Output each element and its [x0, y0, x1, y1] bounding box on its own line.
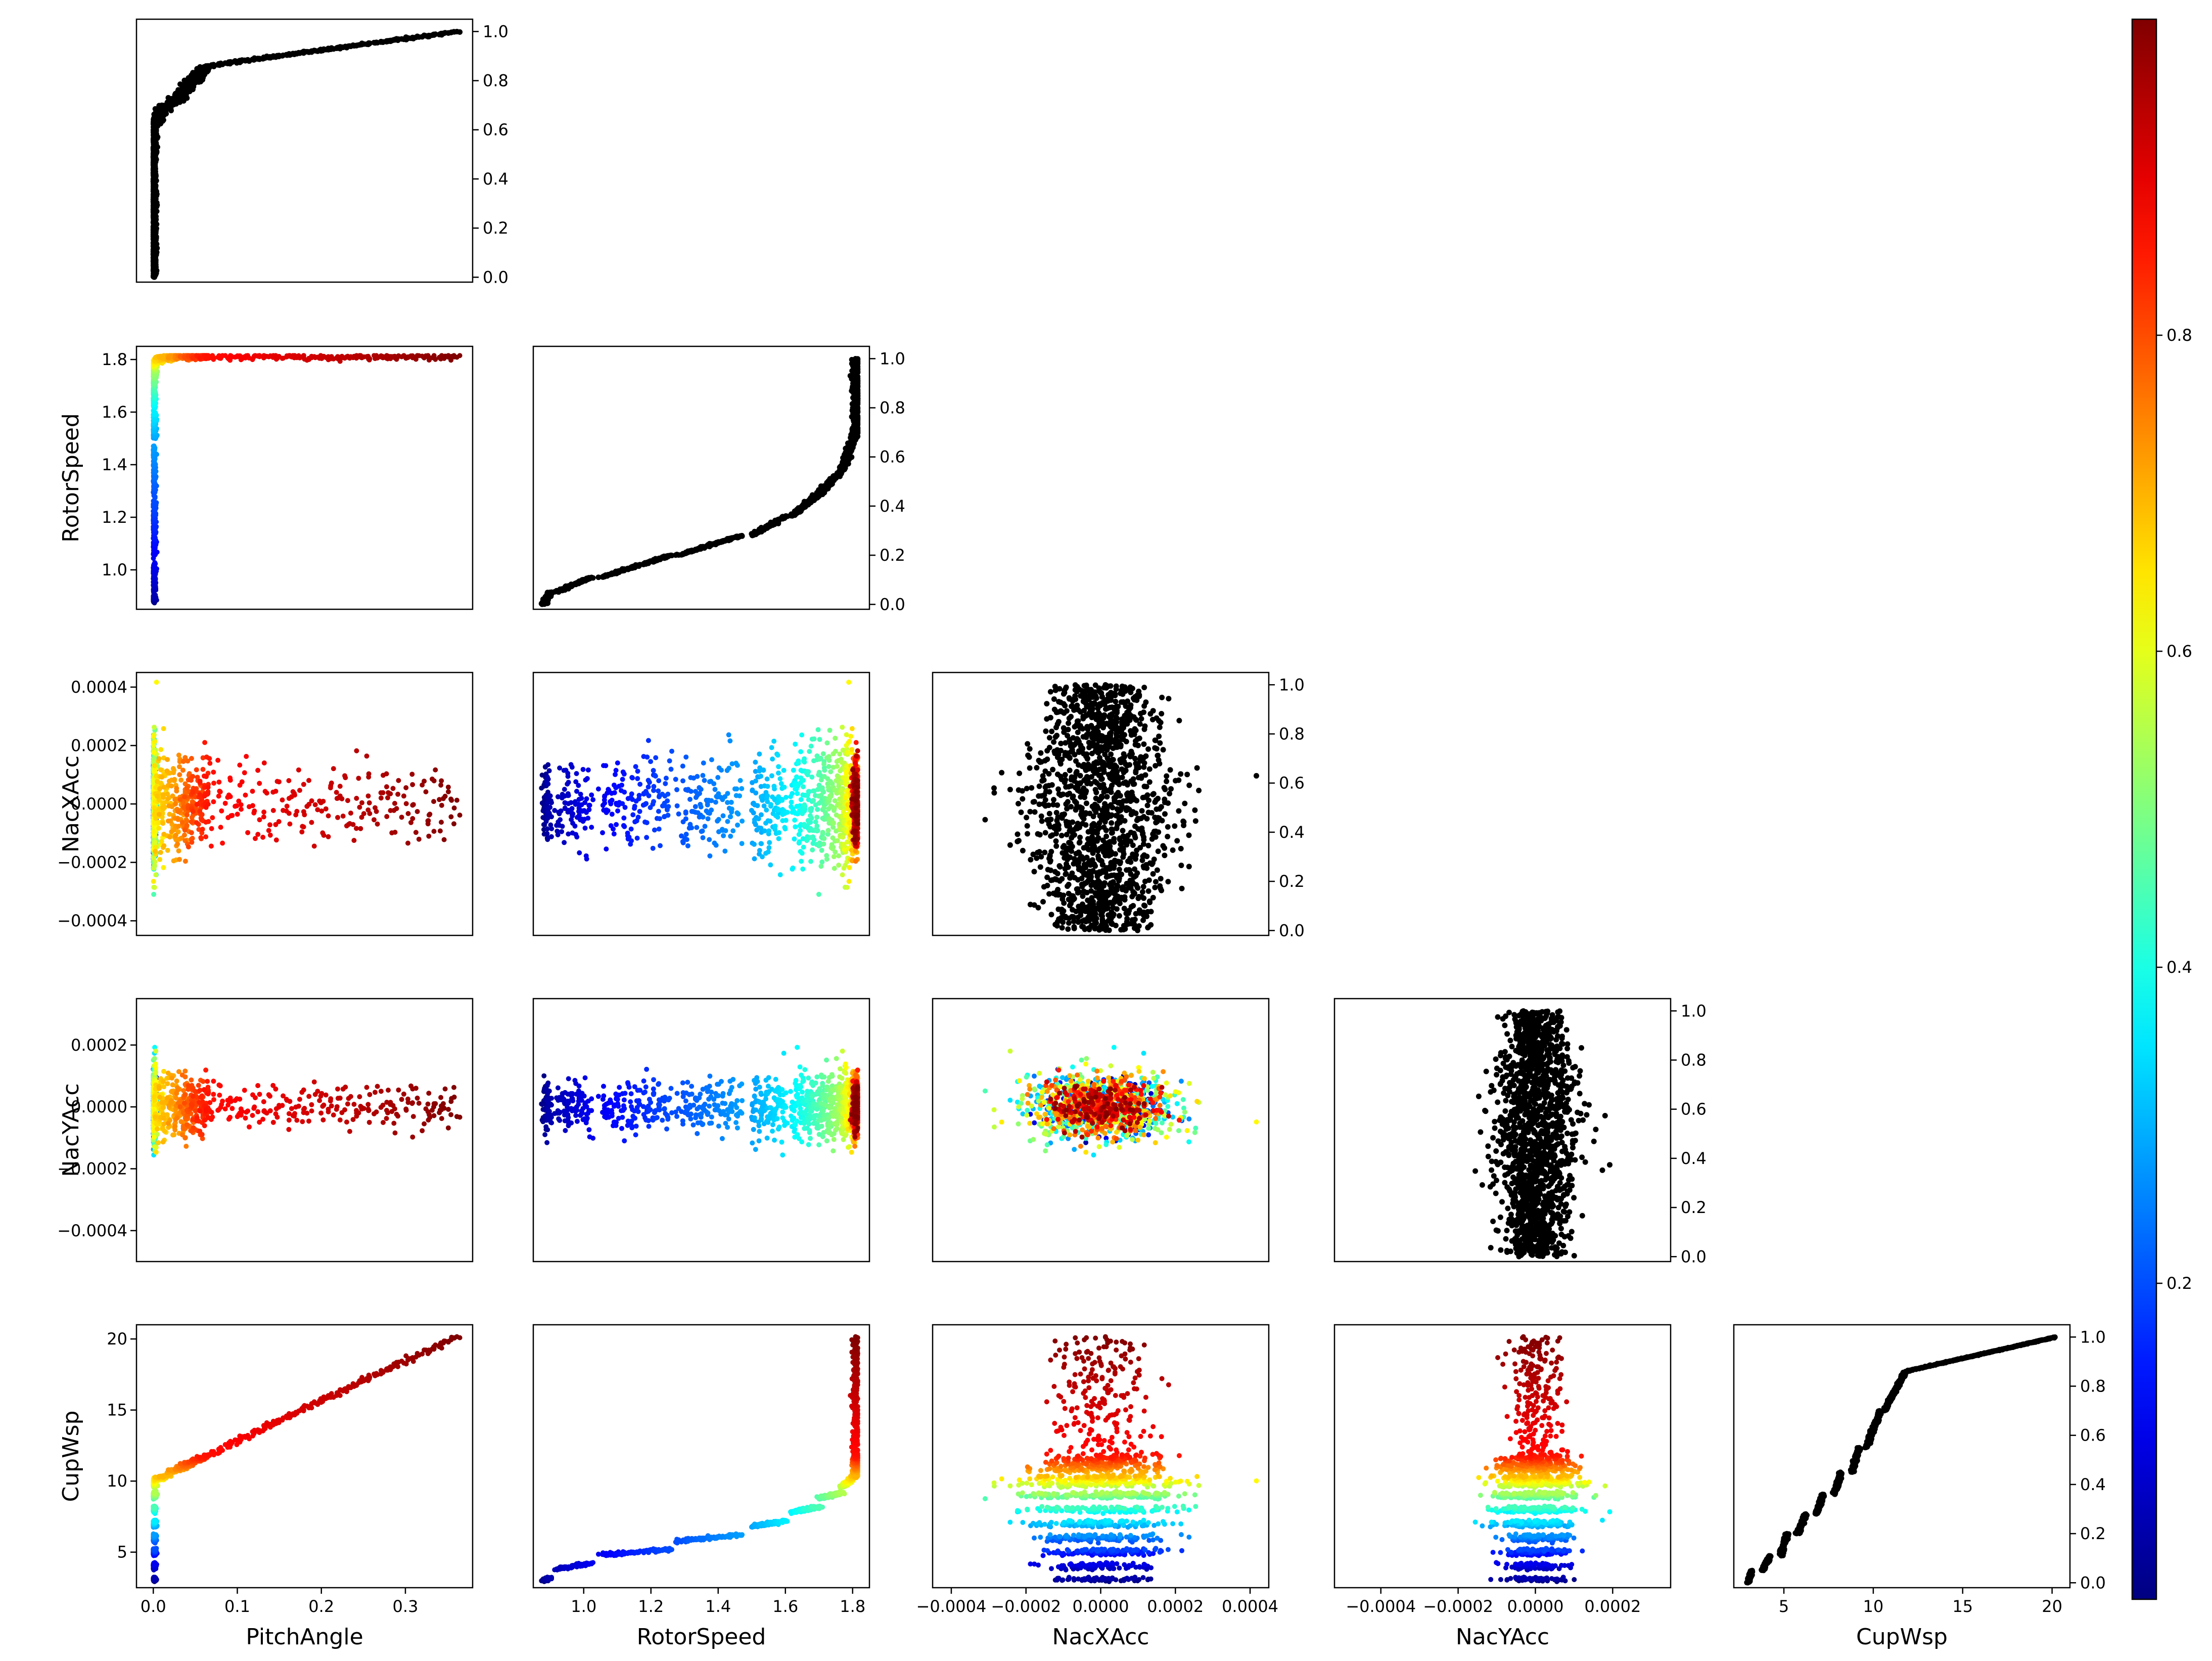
scatter-point — [442, 30, 448, 36]
scatter-point — [239, 57, 245, 63]
y-tick-label: 1.8 — [102, 350, 127, 369]
scatter-point — [211, 356, 216, 362]
right-tick-label: 0.8 — [880, 398, 905, 417]
scatter-point — [588, 574, 594, 580]
scatter-point — [227, 59, 234, 65]
scatter-point — [359, 355, 364, 361]
panel-pitchangle-cdf: 0.0 0.2 0.4 0.6 0.8 1.0 — [135, 18, 509, 287]
y-tick-label: 1.6 — [102, 402, 127, 422]
y-axis-title: RotorSpeed — [58, 413, 84, 543]
y-tick-label: 1.2 — [102, 508, 127, 527]
scatter-point — [252, 353, 257, 358]
scatter-point — [151, 443, 156, 449]
scatter-point — [350, 355, 356, 361]
scatter-point — [399, 354, 404, 360]
scatter-point — [374, 353, 379, 358]
right-tick-label: 0.0 — [880, 595, 905, 614]
scatter-point — [159, 102, 165, 108]
scatter-point — [218, 355, 223, 361]
scatter-point — [619, 566, 625, 572]
right-tick-label: 0.6 — [483, 120, 509, 140]
scatter-point — [329, 45, 335, 51]
scatter-point — [707, 541, 713, 547]
scatter-point — [210, 62, 216, 68]
scatter-point — [394, 36, 399, 42]
scatter-point — [853, 356, 858, 362]
scatter-point — [337, 44, 343, 50]
scatter-point — [359, 40, 365, 47]
scatter-point — [159, 354, 165, 360]
scatter-point — [311, 48, 317, 54]
scatter-point — [739, 532, 745, 538]
right-tick-label: 0.2 — [880, 546, 905, 565]
scatter-point — [403, 34, 409, 40]
right-tick-label: 0.4 — [483, 169, 509, 189]
right-tick-label: 0.4 — [880, 497, 905, 516]
axes-frame — [135, 345, 474, 610]
right-tick-label: 1.0 — [880, 349, 905, 368]
scatter-point — [329, 354, 334, 360]
scatter-point — [177, 354, 183, 360]
scatter-point — [422, 355, 427, 361]
y-tick-label: 1.4 — [102, 455, 127, 474]
scatter-point — [152, 537, 158, 543]
scatter-point — [152, 561, 157, 566]
scatter-point — [264, 353, 269, 359]
scatter-point — [245, 57, 251, 63]
scatter-point — [301, 353, 306, 358]
scatter-point — [264, 53, 270, 59]
scatter-point — [454, 29, 460, 34]
scatter-point — [403, 355, 409, 361]
right-tick-label: 0.8 — [483, 71, 509, 90]
scatter-point — [337, 356, 343, 362]
scatter-point — [321, 353, 327, 359]
scatter-point — [239, 356, 245, 362]
scatter-point — [433, 356, 438, 362]
scatter-point — [245, 353, 251, 358]
scatter-point — [152, 495, 158, 500]
scatter-point — [366, 355, 372, 361]
scatter-point — [166, 355, 171, 361]
panel-pitchangle-rotorspeed: 1.0 1.2 1.4 1.6 1.8 RotorSpeed — [58, 345, 474, 610]
scatter-point — [350, 42, 356, 48]
scatter-point — [301, 49, 307, 55]
scatter-point — [165, 95, 171, 101]
scatter-point — [311, 354, 317, 360]
scatter-point — [414, 33, 421, 39]
panel-rotorspeed-cdf: 0.0 0.2 0.4 0.6 0.8 1.0 — [532, 345, 905, 614]
right-tick-label: 0.6 — [880, 447, 905, 467]
scatter-point — [251, 55, 257, 61]
scatter-point — [414, 353, 420, 358]
scatter-point — [378, 353, 384, 358]
scatter-point — [227, 354, 233, 360]
scatter-point — [233, 354, 238, 360]
scatter-point — [421, 32, 427, 38]
scatter-point — [454, 354, 459, 360]
scatter-point — [378, 38, 384, 44]
axes-frame — [532, 345, 870, 610]
scatter-point — [674, 552, 680, 558]
right-tick-label: 1.0 — [483, 22, 509, 41]
y-tick-label: 1.0 — [102, 560, 127, 579]
scatter-point — [366, 40, 372, 46]
right-tick-label: 0.2 — [483, 218, 509, 238]
scatter-point — [432, 31, 438, 37]
right-tick-label: 0.0 — [483, 267, 509, 287]
axes-frame — [135, 18, 474, 283]
scatter-point — [394, 356, 399, 362]
scatter-point — [442, 353, 448, 359]
